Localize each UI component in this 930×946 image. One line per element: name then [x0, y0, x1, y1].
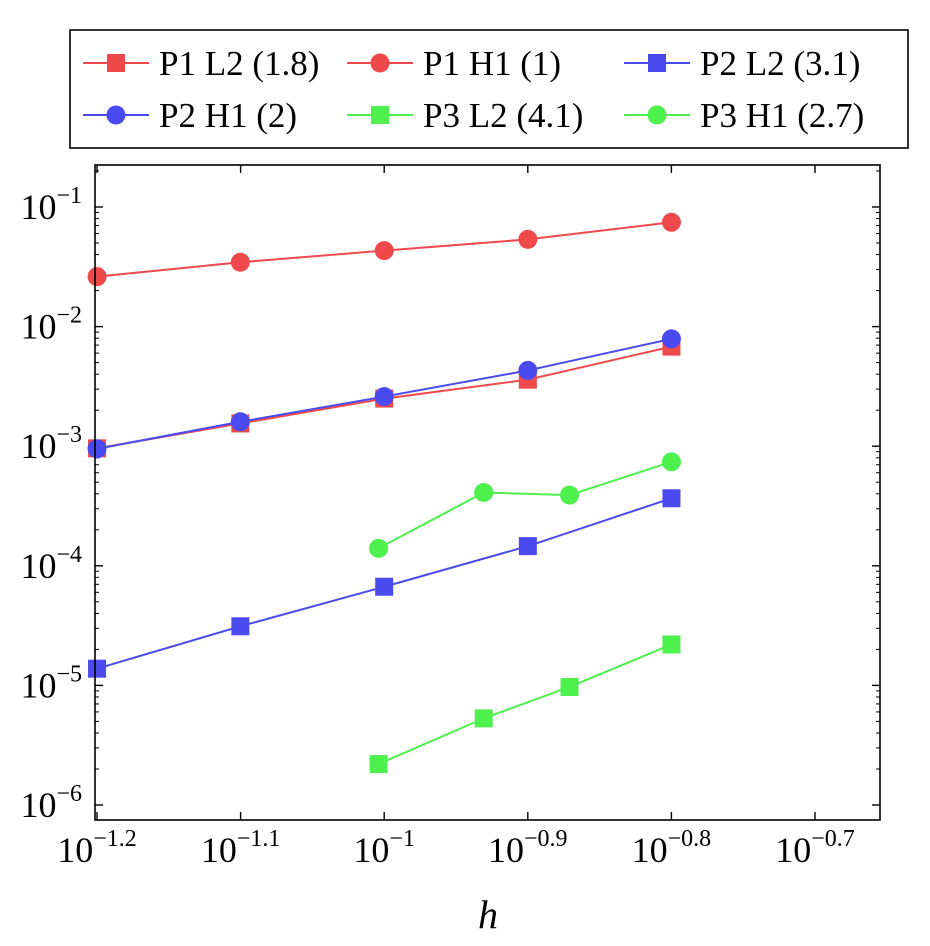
- series-p3-l2: [369, 635, 681, 774]
- legend-marker: [106, 105, 126, 125]
- series-p1-h1: [87, 212, 681, 287]
- y-tick-label: 10−1: [20, 183, 82, 227]
- legend-label: P3 L2 (4.1): [423, 96, 583, 135]
- data-point: [369, 755, 388, 774]
- data-point: [369, 538, 389, 558]
- legend-label: P1 L2 (1.8): [159, 44, 319, 83]
- legend-entry: P1 L2 (1.8): [83, 44, 319, 83]
- data-point: [375, 577, 394, 596]
- data-point: [87, 267, 107, 287]
- data-point: [230, 252, 250, 272]
- legend: P1 L2 (1.8) P1 H1 (1) P2 L2 (3.1) P2 H1 (2)…: [69, 29, 909, 149]
- data-point: [560, 677, 579, 696]
- legend-label: P2 L2 (3.1): [700, 44, 860, 83]
- x-tick-label: 10−1.2: [57, 826, 137, 870]
- legend-entry: P1 H1 (1): [347, 44, 561, 83]
- legend-entry: P3 H1 (2.7): [624, 96, 864, 135]
- x-tick-label: 10−0.7: [775, 826, 855, 870]
- x-tick-label: 10−1: [353, 826, 415, 870]
- legend-entry: P2 H1 (2): [83, 96, 297, 135]
- y-tick-labels: 10−1 10−2 10−3 10−4 10−5 10−6: [20, 183, 82, 825]
- data-point: [560, 485, 580, 505]
- series-p2-h1: [87, 329, 681, 459]
- data-point: [87, 439, 107, 459]
- legend-box: [69, 29, 909, 149]
- legend-label: P1 H1 (1): [423, 44, 561, 83]
- y-tick-label: 10−2: [20, 303, 82, 347]
- data-point: [662, 489, 681, 508]
- x-tick-labels: 10−1.2 10−1.1 10−1 10−0.9 10−0.8 10−0.7: [57, 826, 855, 870]
- legend-marker: [371, 106, 389, 124]
- data-point: [374, 387, 394, 407]
- series-p3-h1: [369, 452, 681, 558]
- x-tick-label: 10−1.1: [201, 826, 281, 870]
- data-point: [230, 412, 250, 432]
- series-p2-l2: [88, 489, 681, 678]
- y-tick-label: 10−4: [20, 542, 82, 586]
- y-tick-label: 10−5: [20, 661, 82, 705]
- y-tick-label: 10−6: [20, 781, 82, 825]
- data-point: [518, 229, 538, 249]
- legend-marker: [107, 54, 125, 72]
- legend-marker: [647, 105, 667, 125]
- y-tick-label: 10−3: [20, 422, 82, 466]
- series-line: [378, 643, 672, 765]
- legend-marker: [370, 53, 390, 73]
- data-point: [661, 452, 681, 472]
- x-tick-label: 10−0.9: [488, 826, 568, 870]
- data-point: [518, 537, 537, 556]
- x-axis-label: h: [478, 892, 498, 937]
- legend-entry: P2 L2 (3.1): [624, 44, 860, 83]
- data-point: [88, 659, 107, 678]
- series-line: [378, 460, 672, 550]
- x-tick-label: 10−0.8: [632, 826, 712, 870]
- legend-entry: P3 L2 (4.1): [347, 96, 583, 135]
- legend-marker: [648, 54, 666, 72]
- data-point: [661, 212, 681, 232]
- data-point: [374, 241, 394, 261]
- data-point: [662, 635, 681, 654]
- data-point: [231, 617, 250, 636]
- data-point: [661, 329, 681, 349]
- plot-area-frame: [94, 164, 881, 821]
- series-layer: [87, 212, 681, 774]
- data-point: [518, 360, 538, 380]
- data-point: [474, 483, 494, 503]
- legend-label: P3 H1 (2.7): [700, 96, 864, 135]
- data-point: [474, 709, 493, 728]
- legend-label: P2 H1 (2): [159, 96, 297, 135]
